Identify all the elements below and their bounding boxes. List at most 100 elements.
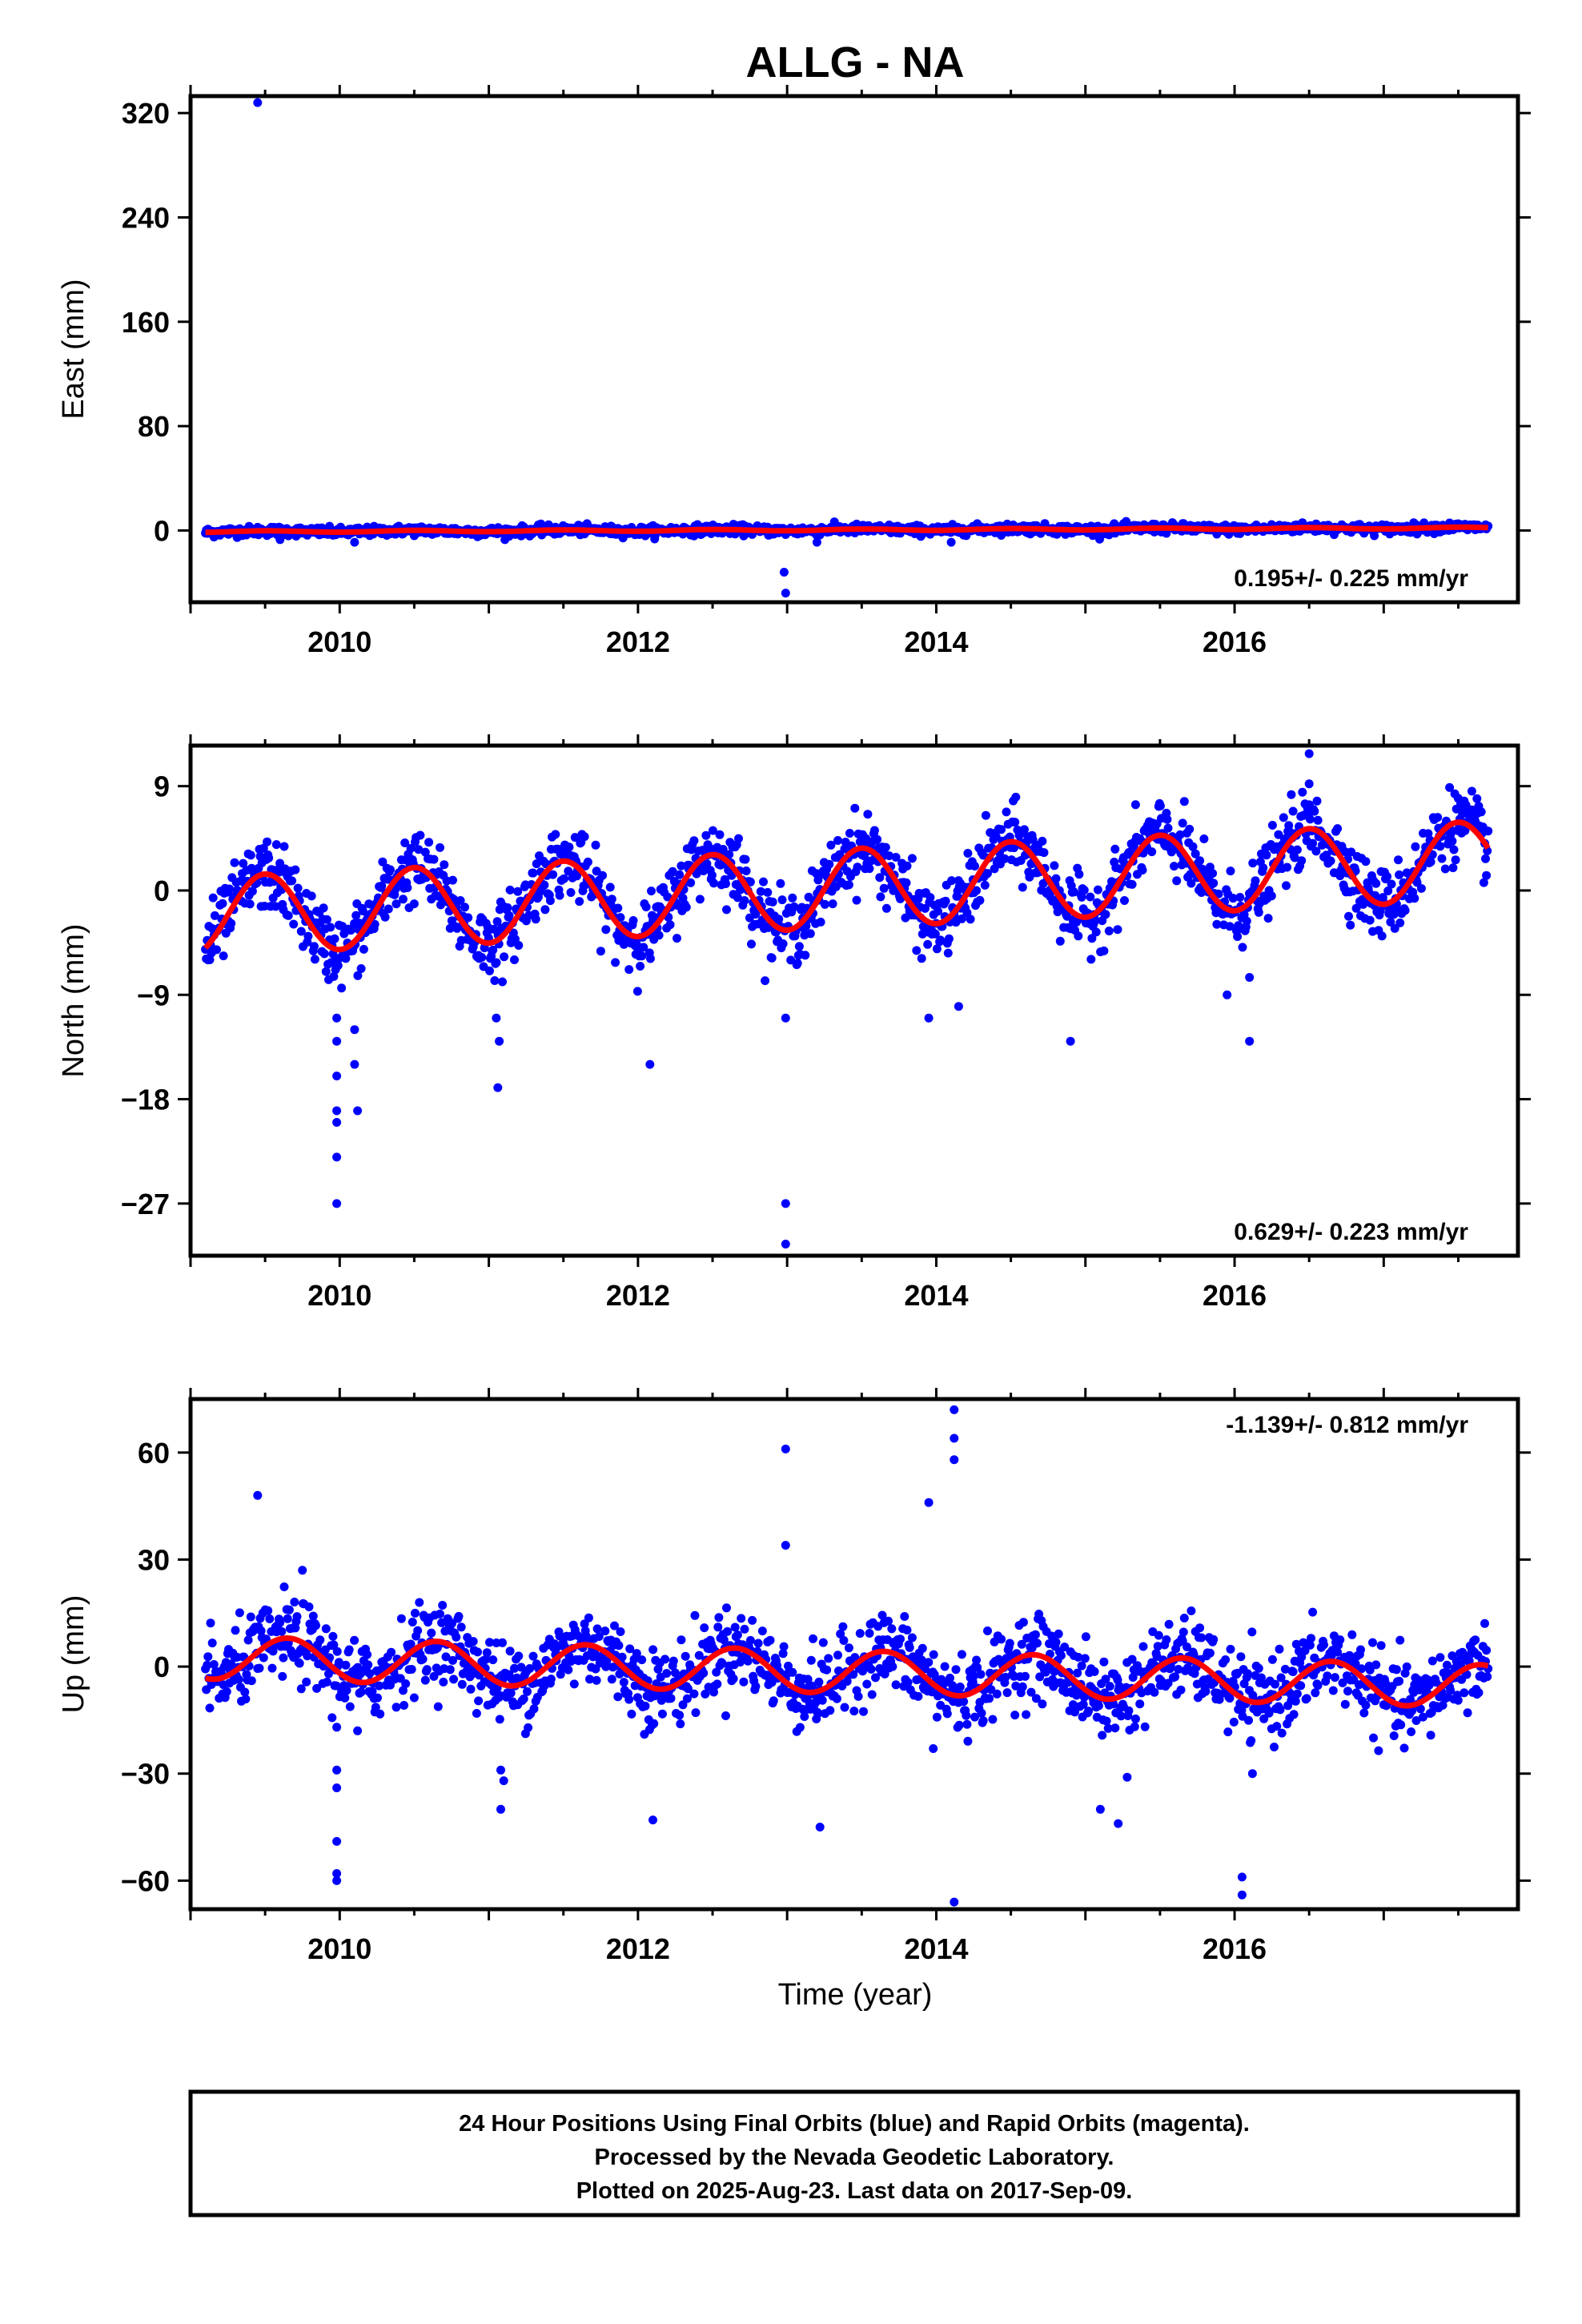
data-point <box>456 1622 466 1632</box>
data-point <box>1077 1661 1086 1671</box>
data-point <box>733 1630 742 1639</box>
data-point <box>962 908 972 918</box>
data-point <box>284 1605 294 1614</box>
data-point <box>523 1687 532 1696</box>
data-point <box>1313 815 1323 825</box>
data-point <box>666 1694 676 1703</box>
data-point <box>514 941 524 950</box>
data-point <box>730 1622 740 1632</box>
data-point <box>1205 1648 1215 1658</box>
data-point <box>930 929 940 939</box>
outlier-point <box>332 1783 342 1792</box>
outlier-point <box>781 1541 790 1550</box>
data-point <box>1305 814 1315 824</box>
data-point <box>1365 1665 1375 1675</box>
x-tick-label: 2016 <box>1203 1932 1267 1965</box>
data-point <box>1438 1700 1447 1710</box>
data-point <box>1267 1655 1277 1664</box>
outlier-point <box>332 1723 342 1732</box>
data-point <box>415 1598 424 1607</box>
data-point <box>380 912 390 922</box>
data-point <box>1028 834 1038 844</box>
data-point <box>1347 1630 1357 1639</box>
data-point <box>613 903 623 913</box>
data-point <box>594 1632 604 1641</box>
data-point <box>907 854 917 863</box>
data-point <box>1310 806 1319 816</box>
data-point <box>963 849 973 858</box>
data-point <box>473 1647 482 1657</box>
data-point <box>611 958 620 967</box>
data-point <box>862 1679 872 1689</box>
data-point <box>225 884 235 894</box>
y-tick-label: 60 <box>138 1437 170 1470</box>
data-point <box>1081 1632 1090 1642</box>
data-point <box>275 858 285 868</box>
data-point <box>353 971 363 980</box>
data-point <box>1411 842 1420 851</box>
outlier-point <box>332 1106 342 1116</box>
outlier-point <box>815 1823 825 1831</box>
data-point <box>1002 1688 1012 1698</box>
data-point <box>400 1701 409 1710</box>
data-point <box>241 1695 251 1704</box>
data-point <box>1101 910 1110 919</box>
data-point <box>406 843 416 853</box>
data-point <box>519 1694 528 1703</box>
data-point <box>1347 847 1356 857</box>
data-point <box>1247 1736 1256 1745</box>
data-point <box>943 948 953 958</box>
data-point <box>1054 1629 1063 1638</box>
outlier-point <box>924 1013 934 1023</box>
data-point <box>264 853 274 862</box>
data-point <box>246 1612 255 1622</box>
outlier-point <box>1223 990 1232 999</box>
data-point <box>1447 836 1457 846</box>
data-point <box>1445 782 1455 792</box>
data-point <box>1463 1708 1472 1718</box>
data-point <box>852 895 861 905</box>
data-point <box>367 1687 377 1696</box>
data-point <box>997 825 1006 834</box>
data-point <box>525 1664 535 1673</box>
data-point <box>624 1695 634 1704</box>
data-point <box>295 1659 304 1668</box>
x-tick-label: 2010 <box>307 1932 371 1965</box>
data-point <box>1201 1687 1211 1696</box>
data-point <box>1292 845 1302 854</box>
data-point <box>912 946 921 955</box>
data-point <box>855 1629 865 1638</box>
data-point <box>436 1609 444 1618</box>
data-point <box>546 1675 556 1684</box>
y-axis-label: East (mm) <box>57 279 90 419</box>
data-point <box>849 1707 859 1716</box>
chart-title: ALLG - NA <box>746 38 965 86</box>
data-point <box>970 1712 979 1722</box>
data-point <box>283 1614 292 1623</box>
data-point <box>490 976 500 985</box>
data-point <box>1248 858 1258 868</box>
data-point <box>1297 856 1307 866</box>
data-point <box>259 843 268 853</box>
data-point <box>363 1650 372 1659</box>
data-point <box>203 1652 213 1662</box>
outlier-point <box>779 568 789 577</box>
data-point <box>734 834 743 843</box>
data-point <box>944 934 954 943</box>
data-point <box>637 1655 647 1665</box>
data-point <box>702 859 712 868</box>
outlier-point <box>924 1498 934 1507</box>
data-point <box>1368 1638 1377 1647</box>
data-point <box>930 1670 939 1679</box>
data-point <box>1411 1716 1421 1725</box>
outlier-point <box>332 1036 342 1046</box>
data-point <box>438 1601 448 1610</box>
data-point <box>1474 1688 1484 1698</box>
data-point <box>1483 1672 1492 1682</box>
data-point <box>500 952 509 962</box>
data-point <box>566 888 576 897</box>
data-point <box>691 1708 701 1718</box>
data-point <box>969 1671 978 1681</box>
data-point <box>826 840 836 850</box>
data-point <box>699 1668 709 1678</box>
